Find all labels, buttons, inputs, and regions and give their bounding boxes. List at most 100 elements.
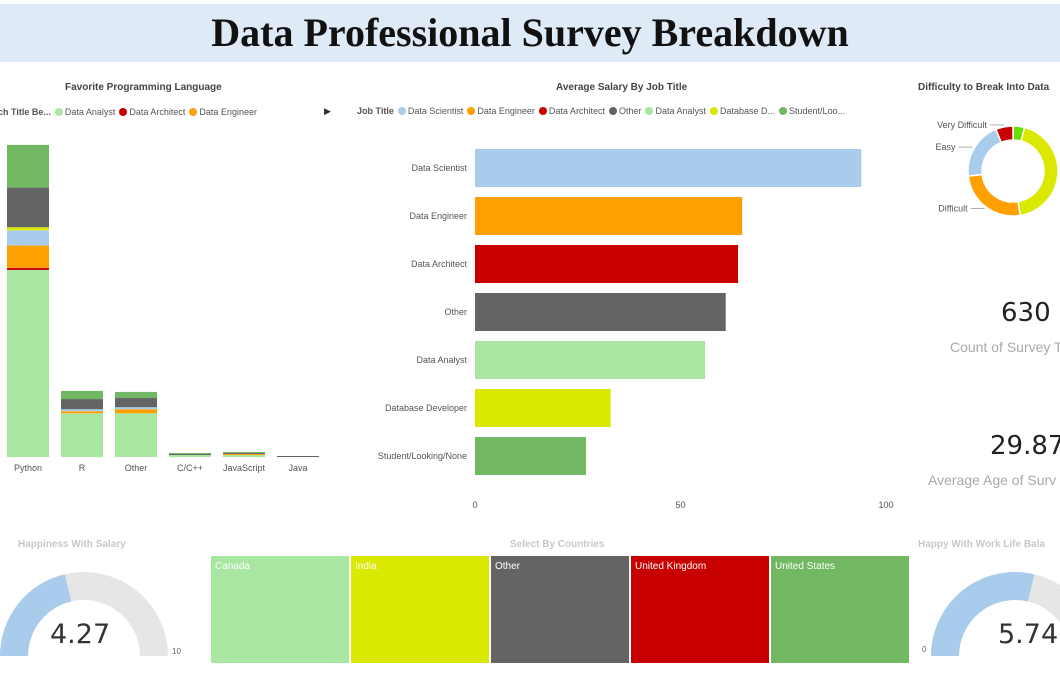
survey-count-label: Count of Survey T [950, 339, 1060, 355]
donut-slice-label: Difficult [938, 203, 968, 213]
donut-slice[interactable] [1017, 126, 1059, 217]
stack-segment-data-scientist[interactable] [115, 407, 157, 410]
salary-happiness-title: Happiness With Salary [18, 539, 126, 550]
salary-legend-item[interactable]: Other [608, 106, 641, 116]
salary-legend-item[interactable]: Database D... [710, 106, 775, 116]
legend-label: Data Architect [129, 107, 186, 117]
salary-happiness-max: 10 [172, 647, 181, 656]
lang-chart-legend: ch Title Be... Data Analyst Data Architec… [0, 106, 340, 118]
y-tick-label: Data Engineer [409, 211, 467, 221]
legend-dot [119, 108, 128, 116]
legend-dot [538, 107, 547, 115]
salary-chart-legend: Job Title Data Scientist Data Engineer Dat… [357, 106, 849, 116]
y-tick-label: Student/Looking/None [378, 451, 467, 461]
stack-segment-data-engineer[interactable] [223, 453, 265, 455]
stack-segment-other[interactable] [223, 452, 265, 454]
legend-label: Data Scientist [407, 106, 464, 116]
stack-segment-other[interactable] [61, 399, 103, 410]
donut-slice-label: Very Difficult [937, 120, 987, 130]
stack-segment-data-engineer[interactable] [115, 409, 157, 414]
salary-chart-title: Average Salary By Job Title [556, 82, 688, 93]
stack-segment-other[interactable] [277, 455, 319, 457]
x-tick-label: R [79, 463, 86, 473]
donut-slice[interactable] [967, 128, 1003, 177]
country-tile-united-states[interactable]: United States [771, 556, 909, 663]
country-tile-other[interactable]: Other [491, 556, 629, 663]
survey-count-value: 630 [1001, 298, 1051, 328]
x-tick-label: Other [125, 463, 148, 473]
y-tick-label: Data Analyst [416, 355, 467, 365]
stack-segment-database-developer[interactable] [7, 227, 49, 231]
x-tick-label: 50 [675, 500, 685, 510]
salary-bar[interactable] [475, 389, 611, 427]
salary-bar[interactable] [475, 149, 862, 187]
country-tile-label: Other [495, 561, 521, 572]
lang-legend-item[interactable]: Data Engineer [189, 107, 257, 117]
country-tile-united-kingdom[interactable]: United Kingdom [631, 556, 769, 663]
stack-segment-data-architect[interactable] [7, 267, 49, 270]
legend-label: Data Engineer [477, 106, 535, 116]
lang-stacked-bar-chart[interactable]: Python R Other C/C++ JavaScript Java [0, 140, 340, 480]
stack-segment-student-looking-none[interactable] [115, 391, 157, 399]
x-tick-label: Java [288, 463, 307, 473]
stack-segment-data-analyst[interactable] [61, 413, 103, 457]
salary-bar[interactable] [475, 245, 739, 283]
legend-label: Data Architect [548, 106, 605, 116]
legend-dot [779, 107, 788, 115]
salary-legend-title: Job Title [357, 106, 394, 116]
stack-segment-other[interactable] [115, 398, 157, 408]
stack-segment-student-looking-none[interactable] [223, 451, 265, 453]
salary-happiness-gauge [0, 572, 168, 656]
legend-label: Data Analyst [64, 107, 116, 117]
donut-slice[interactable] [994, 125, 1014, 144]
country-tile-india[interactable]: India [351, 556, 489, 663]
stack-segment-data-scientist[interactable] [61, 409, 103, 412]
legend-dot [608, 107, 617, 115]
salary-legend-item[interactable]: Data Architect [538, 106, 605, 116]
country-tile-canada[interactable]: Canada [211, 556, 349, 663]
salary-bar[interactable] [475, 197, 743, 235]
stack-segment-other[interactable] [7, 187, 49, 228]
salary-legend-item[interactable]: Data Analyst [645, 106, 706, 116]
legend-next-arrow-icon[interactable]: ▶ [324, 106, 331, 116]
stack-segment-student-looking-none[interactable] [169, 452, 211, 454]
stack-segment-student-looking-none[interactable] [61, 390, 103, 400]
stack-segment-data-scientist[interactable] [7, 230, 49, 246]
legend-label: Student/Loo... [789, 106, 846, 116]
salary-legend-item[interactable]: Student/Loo... [779, 106, 845, 116]
dashboard-header: Data Professional Survey Breakdown [0, 4, 1060, 62]
legend-dot [397, 107, 406, 115]
stack-segment-data-engineer[interactable] [7, 245, 49, 268]
stack-segment-data-analyst[interactable] [7, 269, 49, 457]
lang-legend-item[interactable]: Data Analyst [54, 107, 116, 117]
x-tick-label: Python [14, 463, 42, 473]
legend-dot [710, 107, 718, 115]
lang-legend-item[interactable]: Data Architect [119, 107, 185, 117]
stack-segment-data-analyst[interactable] [169, 454, 211, 457]
salary-happiness-gauge-fill [0, 574, 72, 656]
salary-bar[interactable] [475, 437, 586, 475]
dashboard-title: Data Professional Survey Breakdown [211, 10, 849, 55]
stack-segment-data-analyst[interactable] [223, 454, 265, 457]
stack-segment-student-looking-none[interactable] [7, 144, 49, 188]
difficulty-donut-chart[interactable]: Difficult Easy Very Difficult [910, 100, 1060, 250]
x-tick-label: 100 [878, 500, 893, 510]
stack-segment-data-engineer[interactable] [61, 411, 103, 414]
worklife-gauge-fill [931, 572, 1035, 656]
country-tile-label: India [355, 561, 377, 572]
worklife-title: Happy With Work Life Bala [918, 539, 1045, 550]
stack-segment-data-analyst[interactable] [115, 413, 157, 457]
legend-dot [467, 107, 476, 115]
salary-bar[interactable] [475, 341, 706, 379]
donut-slice[interactable] [967, 173, 1022, 217]
salary-bar[interactable] [475, 293, 726, 331]
legend-dot [189, 108, 198, 116]
donut-slice-label: Easy [936, 142, 957, 152]
salary-bar-chart[interactable]: Data Scientist Data Engineer Data Architec… [340, 140, 910, 520]
salary-legend-item[interactable]: Data Scientist [397, 106, 464, 116]
average-age-label: Average Age of Surv [928, 472, 1057, 488]
x-tick-label: JavaScript [223, 463, 266, 473]
difficulty-chart-title: Difficulty to Break Into Data [918, 82, 1050, 93]
stack-segment-other[interactable] [169, 453, 211, 455]
salary-legend-item[interactable]: Data Engineer [467, 106, 535, 116]
